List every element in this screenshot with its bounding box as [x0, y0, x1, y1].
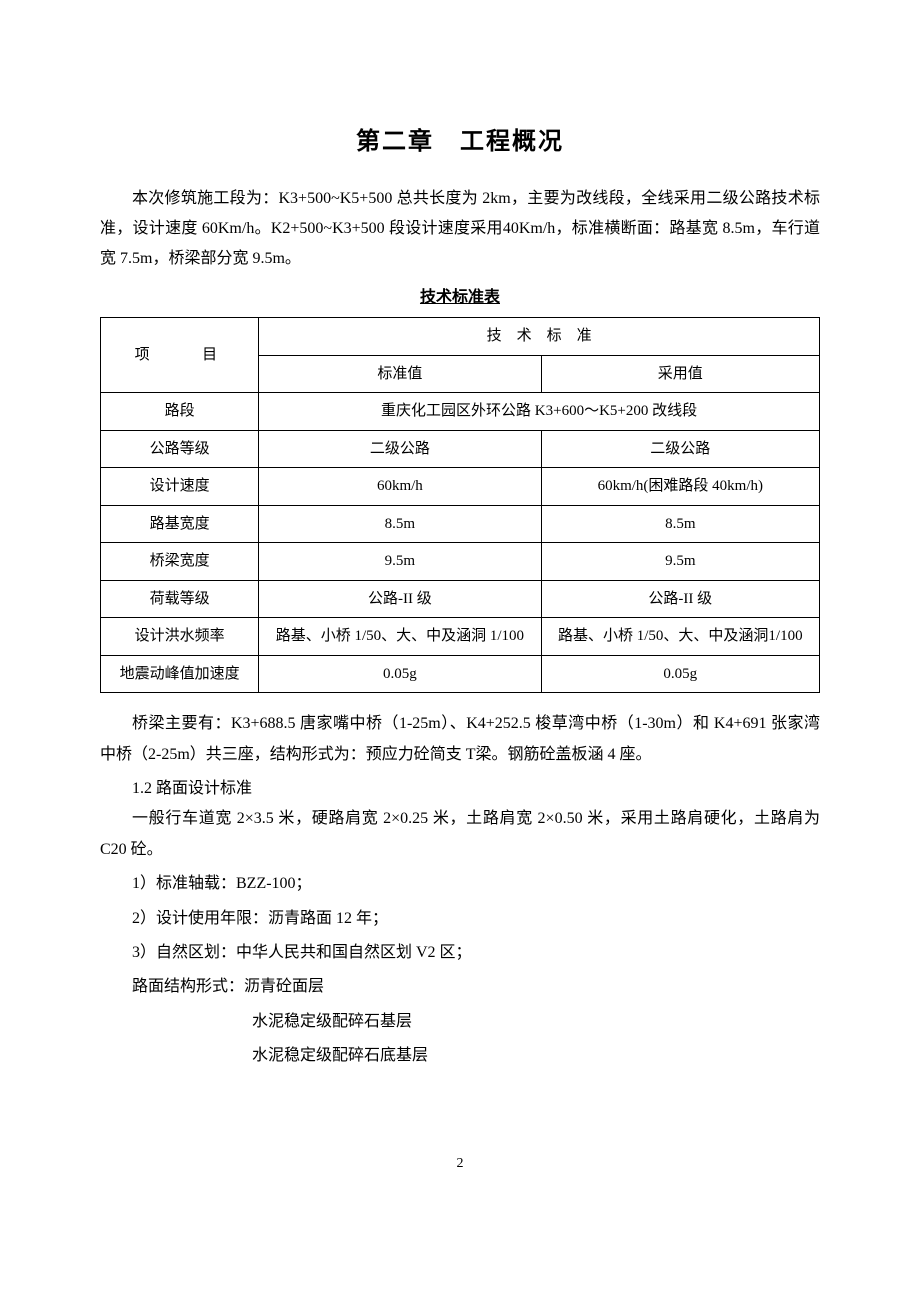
row-label: 荷载等级: [101, 580, 259, 618]
table-row: 路段 重庆化工园区外环公路 K3+600～K5+200 改线段: [101, 393, 820, 431]
table-row: 荷载等级 公路-II 级 公路-II 级: [101, 580, 820, 618]
row-std: 8.5m: [259, 505, 541, 543]
bridge-paragraph: 桥梁主要有：K3+688.5 唐家嘴中桥（1-25m）、K4+252.5 梭草湾…: [100, 709, 820, 770]
th-tech: 技 术 标 准: [259, 318, 820, 356]
row-value: 重庆化工园区外环公路 K3+600～K5+200 改线段: [259, 393, 820, 431]
table-row: 设计洪水频率 路基、小桥 1/50、大、中及涵洞 1/100 路基、小桥 1/5…: [101, 618, 820, 656]
row-std: 0.05g: [259, 655, 541, 693]
structure-head: 路面结构形式：沥青砼面层: [100, 972, 820, 1002]
row-use: 8.5m: [541, 505, 819, 543]
row-label: 设计速度: [101, 468, 259, 506]
intro-paragraph: 本次修筑施工段为：K3+500~K5+500 总共长度为 2km，主要为改线段，…: [100, 184, 820, 275]
row-label: 设计洪水频率: [101, 618, 259, 656]
table-row: 路基宽度 8.5m 8.5m: [101, 505, 820, 543]
row-use: 0.05g: [541, 655, 819, 693]
row-std: 公路-II 级: [259, 580, 541, 618]
list-item: 2）设计使用年限：沥青路面 12 年；: [100, 904, 820, 934]
th-standard: 标准值: [259, 355, 541, 393]
table-row: 公路等级 二级公路 二级公路: [101, 430, 820, 468]
row-label: 地震动峰值加速度: [101, 655, 259, 693]
row-std: 9.5m: [259, 543, 541, 581]
chapter-title: 第二章 工程概况: [100, 120, 820, 166]
row-use: 60km/h(困难路段 40km/h): [541, 468, 819, 506]
row-use: 路基、小桥 1/50、大、中及涵洞1/100: [541, 618, 819, 656]
row-use: 9.5m: [541, 543, 819, 581]
row-label: 公路等级: [101, 430, 259, 468]
table-row: 桥梁宽度 9.5m 9.5m: [101, 543, 820, 581]
row-std: 60km/h: [259, 468, 541, 506]
th-item: 项 目: [101, 318, 259, 393]
row-std: 二级公路: [259, 430, 541, 468]
design-intro: 一般行车道宽 2×3.5 米，硬路肩宽 2×0.25 米，土路肩宽 2×0.50…: [100, 804, 820, 865]
row-label: 路基宽度: [101, 505, 259, 543]
row-std: 路基、小桥 1/50、大、中及涵洞 1/100: [259, 618, 541, 656]
row-use: 二级公路: [541, 430, 819, 468]
table-title: 技术标准表: [100, 283, 820, 313]
design-head: 1.2 路面设计标准: [100, 774, 820, 804]
th-use: 采用值: [541, 355, 819, 393]
structure-line: 水泥稳定级配碎石底基层: [252, 1041, 820, 1071]
row-use: 公路-II 级: [541, 580, 819, 618]
table-row: 地震动峰值加速度 0.05g 0.05g: [101, 655, 820, 693]
table-row: 设计速度 60km/h 60km/h(困难路段 40km/h): [101, 468, 820, 506]
page-number: 2: [100, 1151, 820, 1178]
list-item: 1）标准轴载：BZZ-100；: [100, 869, 820, 899]
row-label: 桥梁宽度: [101, 543, 259, 581]
row-label: 路段: [101, 393, 259, 431]
structure-line: 水泥稳定级配碎石基层: [252, 1007, 820, 1037]
standards-table: 项 目 技 术 标 准 标准值 采用值 路段 重庆化工园区外环公路 K3+600…: [100, 317, 820, 693]
list-item: 3）自然区划：中华人民共和国自然区划 V2 区；: [100, 938, 820, 968]
